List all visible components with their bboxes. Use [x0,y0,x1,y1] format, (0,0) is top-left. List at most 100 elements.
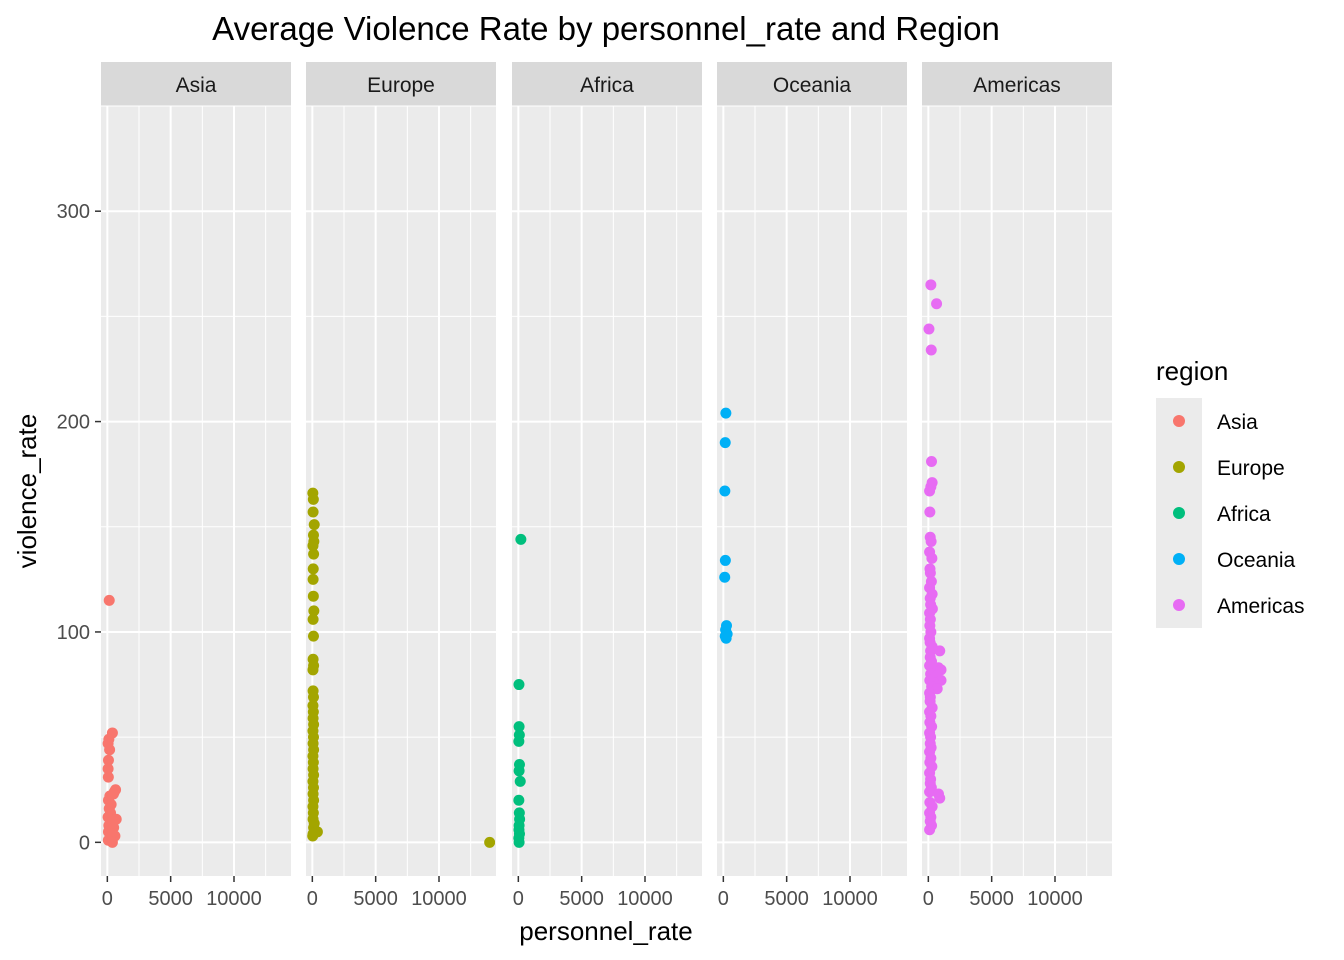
data-point [924,506,936,518]
data-point [925,344,937,356]
data-point [307,630,319,642]
data-point [307,664,319,676]
data-point [720,632,732,644]
legend-swatch [1173,415,1185,427]
data-point [307,830,319,842]
data-point [308,605,320,617]
data-point [307,691,319,703]
data-point [513,765,525,777]
data-point [513,679,525,691]
y-axis-title: violence_rate [12,414,42,569]
facet-strip [922,62,1112,106]
panel-background [101,106,291,876]
data-point [102,754,114,766]
x-tick-label: 5000 [764,888,809,910]
data-point [484,836,496,848]
panel-background [306,106,496,876]
legend-title: region [1156,356,1228,386]
data-point [307,613,319,625]
data-point [308,548,320,560]
facet-strip [101,62,291,106]
x-tick-label: 10000 [206,888,262,910]
x-tick-label: 10000 [822,888,878,910]
legend-swatch [1173,507,1185,519]
facet-strip [717,62,907,106]
legend-swatch [1173,553,1185,565]
y-axis: 0 100 200 300 [57,201,101,854]
y-tick-label: 300 [57,201,90,223]
panel-background [922,106,1112,876]
legend-label: Europe [1217,457,1285,480]
chart-title: Average Violence Rate by personnel_rate … [212,10,1000,47]
data-point [720,407,732,419]
data-point [926,552,938,564]
data-point [924,567,936,579]
legend-label: Oceania [1217,549,1296,572]
x-tick-label: 5000 [353,888,398,910]
data-point [307,540,319,552]
data-point [719,554,731,566]
data-point [925,279,937,291]
y-tick-label: 100 [57,622,90,644]
data-point [934,792,946,804]
legend-label: Americas [1217,595,1305,618]
data-point [924,786,936,798]
legend-label: Asia [1217,411,1258,434]
facet-asia: Asia 0 5000 10000 [101,62,291,910]
data-point [926,456,937,468]
x-tick-label: 0 [718,888,729,910]
facet-strip-label: Europe [367,74,435,97]
facet-strip-label: Oceania [773,74,852,97]
data-point [106,836,118,848]
facet-strip-label: Africa [580,74,634,97]
x-tick-label: 5000 [559,888,604,910]
data-point [307,493,319,505]
facet-strip [306,62,496,106]
data-point [307,506,319,518]
data-point [514,775,526,787]
y-tick-label: 0 [79,832,90,854]
x-tick-label: 10000 [411,888,467,910]
data-point [924,660,936,672]
x-axis-title: personnel_rate [519,916,692,946]
data-point [513,721,525,733]
x-tick-label: 5000 [969,888,1014,910]
facet-panels: Asia 0 5000 10000 Europe 0 5000 10000 Africa 0 500… [101,62,1112,910]
x-tick-label: 0 [513,888,524,910]
data-point [513,836,525,848]
data-point [104,744,116,756]
legend: region Asia Europe Africa Oceania Americas [1156,356,1305,628]
data-point [103,594,115,606]
data-point [923,323,935,335]
facet-strip-label: Americas [973,74,1061,97]
x-tick-label: 0 [923,888,934,910]
data-point [513,794,525,806]
data-point [102,771,114,783]
data-point [513,735,525,747]
x-tick-label: 10000 [617,888,673,910]
legend-label: Africa [1217,503,1271,526]
data-point [307,573,319,585]
data-point [308,519,320,531]
data-point [719,485,731,497]
data-point [924,485,936,497]
facet-europe: Europe 0 5000 10000 [306,62,496,910]
x-tick-label: 10000 [1027,888,1083,910]
y-tick-label: 200 [57,412,90,434]
legend-swatch [1173,599,1185,611]
data-point [515,533,527,545]
data-point [307,563,319,575]
x-tick-label: 0 [307,888,318,910]
data-point [719,571,731,583]
data-point [102,763,114,775]
data-point [719,437,731,449]
panel-background [512,106,702,876]
facet-strip [512,62,702,106]
x-tick-label: 0 [102,888,113,910]
facet-strip-label: Asia [176,74,217,97]
panel-background [717,106,907,876]
facet-americas: Americas 0 5000 10000 [922,62,1112,910]
data-point [924,824,936,836]
data-point [934,645,946,657]
